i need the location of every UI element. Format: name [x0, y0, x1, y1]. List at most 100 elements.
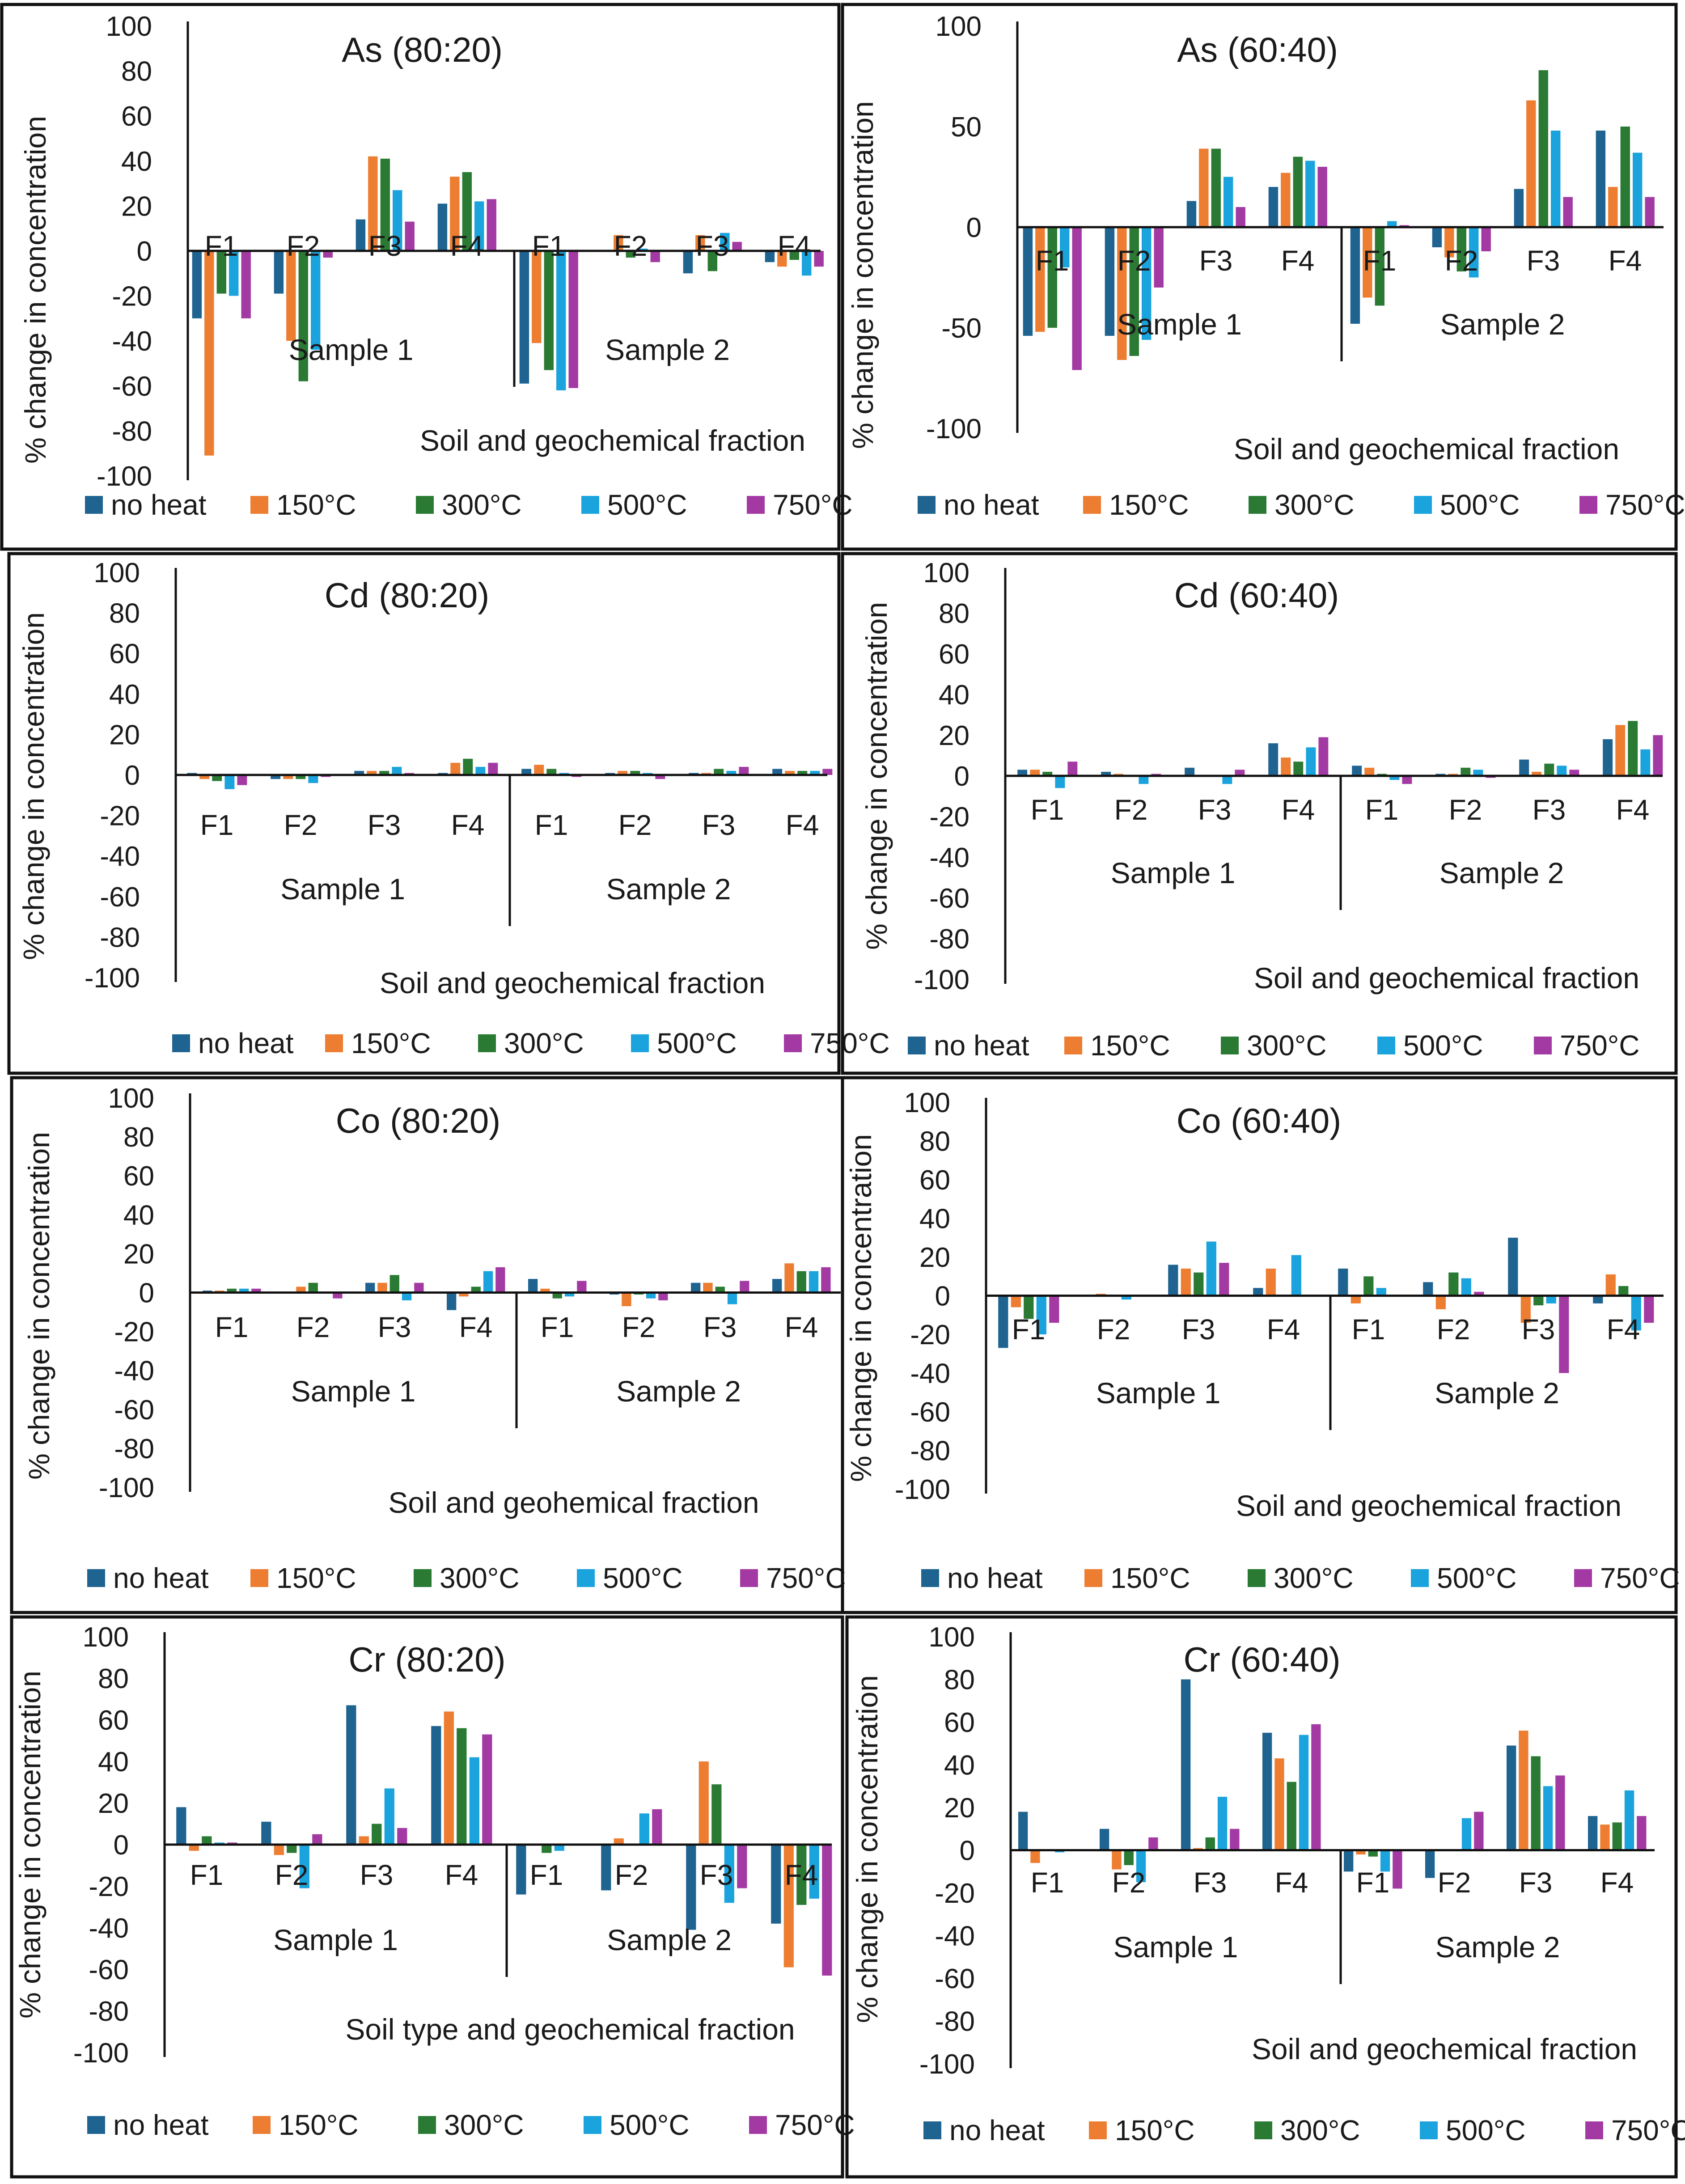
legend-swatch	[87, 1569, 105, 1587]
group-label: Sample 1	[273, 1923, 398, 1956]
category-label: F4	[1281, 245, 1315, 277]
bar	[1435, 1295, 1446, 1309]
legend-swatch	[747, 496, 765, 514]
category-label: F4	[451, 809, 485, 841]
bar	[532, 251, 542, 343]
y-tick-label: 60	[121, 101, 152, 132]
legend-swatch	[749, 2116, 767, 2134]
bar	[471, 1287, 481, 1293]
category-label: F2	[1449, 794, 1482, 826]
bar	[1615, 725, 1626, 776]
y-tick-label: -100	[895, 1474, 950, 1505]
bar	[1456, 227, 1466, 271]
bar	[1129, 227, 1139, 356]
y-tick-label: 0	[935, 1281, 950, 1312]
x-axis-title: Soil and geochemical fraction	[1252, 2032, 1637, 2065]
x-axis-title: Soil and geochemical fraction	[420, 424, 805, 457]
bar	[771, 1845, 781, 1924]
bar	[1268, 187, 1279, 227]
y-tick-label: -80	[114, 1434, 154, 1464]
category-label: F4	[1609, 245, 1642, 277]
bar	[1224, 177, 1233, 227]
y-tick-label: 60	[98, 1705, 129, 1736]
category-label: F1	[1031, 1867, 1064, 1899]
bar	[495, 1267, 505, 1293]
bar	[646, 1292, 656, 1299]
bar	[1543, 1786, 1553, 1850]
legend-label: 750°C	[1605, 489, 1685, 521]
chart-panel: 100 80 60 40 20 0 -20 -40 -60 -80 -100 F1 F2 F3 F4 F1 F2…	[10, 1615, 855, 2179]
bar	[1186, 201, 1197, 227]
bar	[176, 1807, 186, 1845]
bar	[389, 1275, 399, 1293]
bar	[1633, 152, 1643, 227]
chart-panel: 100 50 0 -50 -100 F1 F2 F3 F4 F1 F2 F3 F4 Sample 1 Sam…	[841, 3, 1685, 551]
category-label: F4	[1607, 1313, 1640, 1346]
bar	[283, 775, 293, 779]
bar	[1206, 1241, 1216, 1296]
y-tick-label: 80	[123, 1122, 154, 1153]
bar	[655, 775, 665, 779]
bar	[1618, 1286, 1629, 1296]
legend-swatch	[1420, 2121, 1438, 2139]
category-label: F1	[1036, 245, 1069, 277]
y-tick-label: -40	[89, 1913, 129, 1944]
y-axis-title: % change in concentration	[22, 1132, 55, 1480]
x-axis-title: Soil and geochemical fraction	[1234, 432, 1619, 466]
y-tick-label: 80	[121, 56, 152, 87]
bar	[765, 251, 775, 262]
bar	[691, 1282, 701, 1293]
category-label: F4	[786, 809, 819, 841]
category-label: F4	[1275, 1867, 1308, 1899]
chart-title: As (80:20)	[342, 30, 503, 69]
legend-label: no heat	[113, 1562, 209, 1594]
bar	[212, 775, 222, 781]
y-tick-label: 100	[106, 11, 152, 42]
bar	[414, 1282, 424, 1293]
legend-label: no heat	[198, 1027, 294, 1059]
category-label: F3	[703, 1311, 737, 1343]
category-label: F1	[205, 230, 238, 262]
bar	[695, 235, 705, 251]
bar	[402, 1292, 412, 1300]
legend-label: 300°C	[442, 489, 522, 521]
category-label: F2	[1112, 1867, 1146, 1899]
category-label: F2	[614, 230, 648, 262]
group-label: Sample 2	[606, 872, 731, 906]
bar	[1363, 1276, 1374, 1296]
category-label: F1	[1031, 794, 1064, 826]
bar	[356, 219, 366, 251]
bar	[1380, 1850, 1390, 1872]
panel-border	[845, 1615, 1678, 2179]
bar	[1376, 1288, 1386, 1296]
bar	[540, 1288, 550, 1293]
y-tick-label: 20	[944, 1793, 975, 1824]
bar	[1185, 767, 1195, 776]
legend-label: 300°C	[1274, 1562, 1354, 1594]
legend-label: 500°C	[603, 1562, 683, 1594]
bar	[810, 770, 820, 775]
bar	[202, 1836, 212, 1845]
chart-title: Co (60:40)	[1177, 1101, 1342, 1140]
legend-swatch	[1411, 1569, 1429, 1587]
bar	[1117, 227, 1127, 360]
bar	[737, 1845, 747, 1888]
bar	[1603, 739, 1613, 776]
legend-swatch	[918, 496, 936, 514]
legend-swatch	[418, 2116, 436, 2134]
legend-label: 500°C	[1437, 1562, 1517, 1594]
bar	[998, 1295, 1008, 1348]
bar	[796, 1845, 807, 1905]
category-label: F3	[368, 809, 401, 841]
chart-title: Cr (60:40)	[1183, 1640, 1340, 1679]
bar	[614, 1838, 624, 1845]
y-tick-label: -100	[99, 1473, 154, 1503]
bar	[450, 762, 461, 775]
legend-swatch	[1089, 2121, 1107, 2139]
bar	[1364, 767, 1375, 776]
chart-panel: 100 80 60 40 20 0 -20 -40 -60 -80 -100 F1 F2 F3 F4 F1 F2…	[0, 3, 853, 551]
panel-border	[0, 3, 841, 551]
bar	[368, 156, 378, 251]
bar	[397, 1828, 407, 1845]
